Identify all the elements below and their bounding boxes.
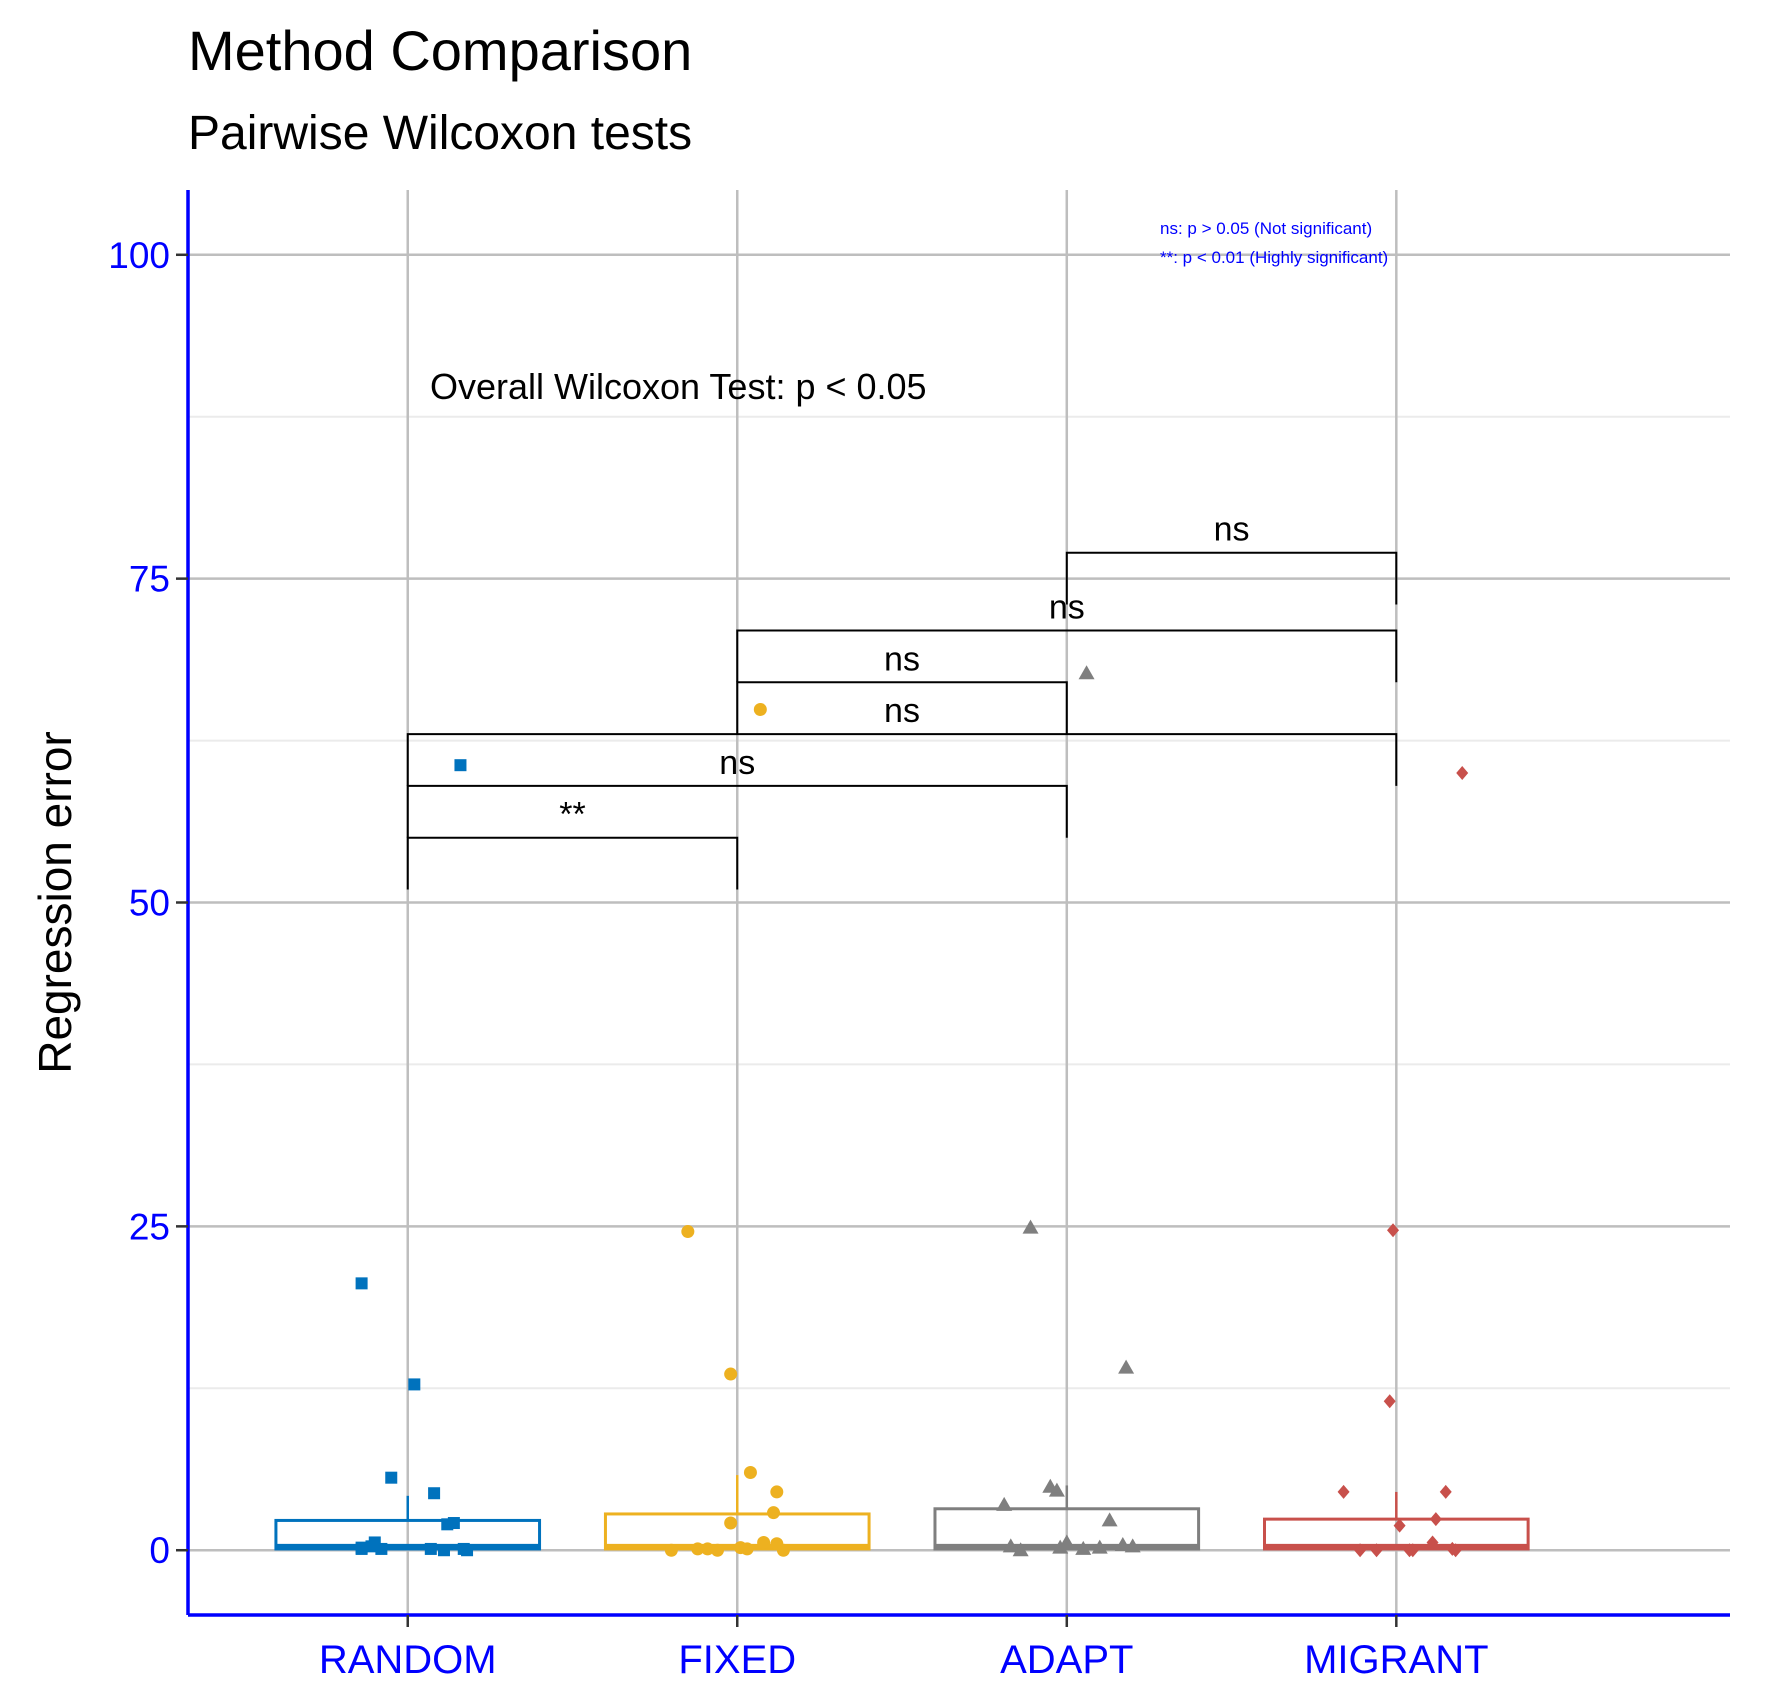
point-adapt — [1012, 1542, 1029, 1557]
point-fixed — [753, 702, 767, 716]
point-fixed — [681, 1225, 695, 1239]
point-fixed — [710, 1543, 724, 1557]
point-adapt — [1124, 1538, 1141, 1553]
point-migrant — [1393, 1518, 1406, 1533]
box-adapt — [933, 1507, 1201, 1551]
point-random — [365, 1540, 378, 1553]
significance-legend-line: **: p < 0.01 (Highly significant) — [1160, 248, 1388, 267]
box-random — [274, 1518, 542, 1551]
point-fixed — [664, 1543, 678, 1557]
point-random — [437, 1544, 450, 1557]
point-random — [424, 1542, 437, 1555]
bracket-random-migrant-label: ns — [884, 692, 920, 730]
y-tick-label: 100 — [108, 235, 170, 276]
chart-subtitle: Pairwise Wilcoxon tests — [188, 107, 693, 160]
bracket-random-migrant — [406, 733, 1398, 786]
point-random — [454, 759, 467, 772]
point-random — [385, 1471, 398, 1484]
point-adapt — [1048, 1482, 1065, 1497]
point-random — [461, 1544, 474, 1557]
point-fixed — [776, 1543, 790, 1557]
point-fixed — [724, 1516, 738, 1530]
point-random — [428, 1487, 441, 1500]
y-tick-label: 75 — [129, 559, 170, 600]
point-adapt — [1078, 665, 1095, 680]
point-adapt — [1101, 1512, 1118, 1527]
point-random — [408, 1378, 421, 1391]
point-adapt — [1114, 1537, 1131, 1552]
point-fixed — [724, 1367, 738, 1381]
point-migrant — [1354, 1543, 1367, 1558]
box-migrant — [1263, 1517, 1530, 1551]
point-fixed — [770, 1485, 784, 1499]
x-tick-label: ADAPT — [1000, 1638, 1133, 1682]
y-tick-label: 25 — [129, 1206, 170, 1247]
point-adapt — [1075, 1540, 1092, 1555]
point-migrant — [1403, 1543, 1416, 1558]
bracket-fixed-adapt — [736, 681, 1068, 735]
point-fixed — [743, 1466, 757, 1479]
bracket-adapt-migrant — [1065, 551, 1398, 605]
point-migrant — [1456, 765, 1469, 780]
point-migrant — [1426, 1535, 1439, 1550]
point-migrant — [1429, 1512, 1442, 1527]
point-fixed — [757, 1535, 771, 1549]
point-random — [355, 1277, 368, 1290]
point-migrant — [1449, 1543, 1462, 1558]
y-tick-label: 50 — [129, 883, 170, 924]
point-migrant — [1370, 1543, 1383, 1558]
chart-title: Method Comparison — [188, 19, 693, 82]
point-adapt — [1022, 1219, 1039, 1234]
bracket-fixed-adapt-label: ns — [884, 640, 920, 678]
point-migrant — [1337, 1484, 1350, 1499]
overall-test-label: Overall Wilcoxon Test: p < 0.05 — [430, 366, 927, 407]
bracket-random-adapt — [406, 784, 1068, 838]
point-migrant — [1439, 1484, 1452, 1499]
bracket-random-fixed-label: ** — [559, 796, 585, 834]
point-adapt — [996, 1496, 1013, 1511]
point-fixed — [767, 1506, 781, 1520]
significance-legend-line: ns: p > 0.05 (Not significant) — [1160, 219, 1372, 238]
point-adapt — [1052, 1539, 1069, 1554]
point-migrant — [1383, 1394, 1396, 1409]
point-adapt — [1042, 1478, 1059, 1493]
y-axis-label: Regression error — [29, 731, 81, 1074]
x-tick-label: RANDOM — [319, 1638, 497, 1682]
point-random — [355, 1542, 368, 1555]
point-adapt — [1118, 1359, 1135, 1374]
bracket-random-adapt-label: ns — [719, 744, 755, 782]
point-fixed — [691, 1542, 705, 1556]
point-fixed — [701, 1542, 715, 1556]
bracket-adapt-migrant-label: ns — [1214, 511, 1250, 549]
point-fixed — [740, 1542, 754, 1556]
point-adapt — [1091, 1539, 1108, 1554]
point-random — [375, 1542, 388, 1555]
point-migrant — [1387, 1223, 1400, 1238]
x-tick-label: FIXED — [678, 1638, 796, 1682]
x-tick-label: MIGRANT — [1304, 1638, 1488, 1682]
bracket-random-fixed — [406, 836, 739, 890]
bracket-fixed-migrant — [736, 629, 1398, 683]
point-random — [441, 1518, 454, 1531]
y-tick-label: 0 — [149, 1530, 170, 1571]
point-adapt — [1002, 1538, 1019, 1553]
